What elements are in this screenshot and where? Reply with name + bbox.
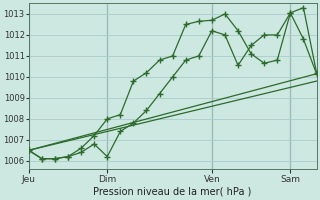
X-axis label: Pression niveau de la mer( hPa ): Pression niveau de la mer( hPa ) — [93, 187, 252, 197]
